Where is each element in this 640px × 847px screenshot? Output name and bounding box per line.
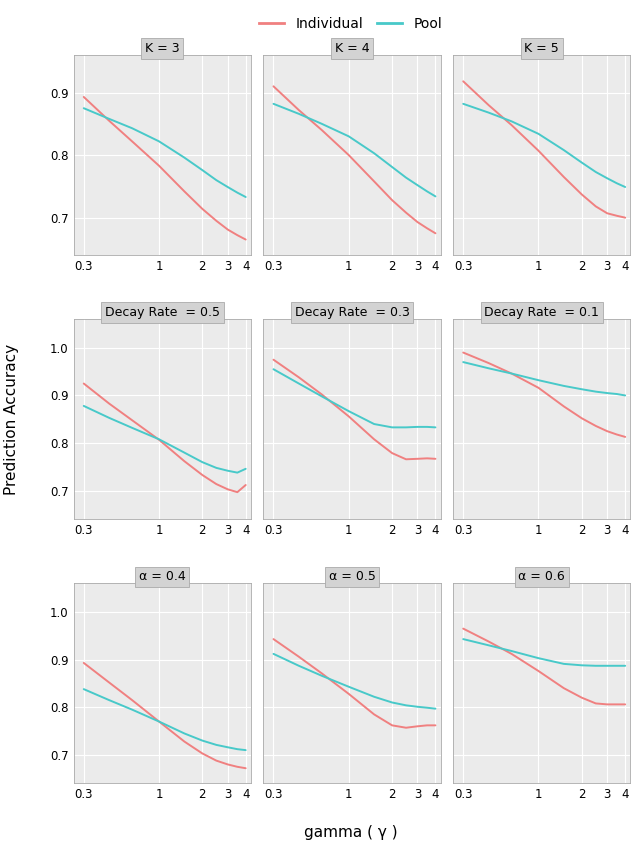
Title: Decay Rate  = 0.3: Decay Rate = 0.3: [294, 307, 410, 319]
Title: α = 0.4: α = 0.4: [139, 570, 186, 584]
Title: K = 5: K = 5: [524, 42, 559, 55]
Title: K = 3: K = 3: [145, 42, 180, 55]
Title: K = 4: K = 4: [335, 42, 369, 55]
Title: α = 0.5: α = 0.5: [328, 570, 376, 584]
Legend: Individual, Pool: Individual, Pool: [254, 11, 447, 36]
Title: α = 0.6: α = 0.6: [518, 570, 565, 584]
Title: Decay Rate  = 0.5: Decay Rate = 0.5: [105, 307, 220, 319]
Title: Decay Rate  = 0.1: Decay Rate = 0.1: [484, 307, 599, 319]
Text: Prediction Accuracy: Prediction Accuracy: [4, 344, 19, 495]
Text: gamma ( γ ): gamma ( γ ): [304, 825, 397, 840]
